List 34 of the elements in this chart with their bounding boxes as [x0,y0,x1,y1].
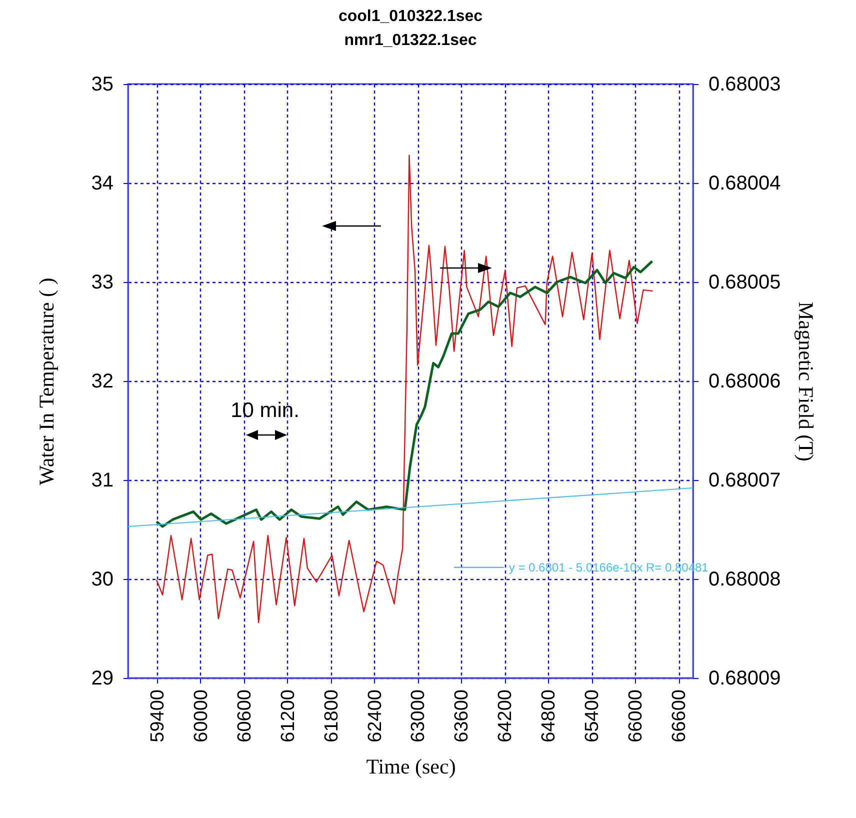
y-tick-label: 33 [91,272,114,294]
x-tick-label: 64800 [538,690,560,742]
line-series [155,260,654,528]
y2-tick-label: 0.68006 [708,370,781,392]
x-tick-label: 59400 [147,690,168,742]
x-tick-label: 64200 [495,690,516,742]
x-tick-label: 65400 [582,690,604,742]
y-tick-label: 29 [91,668,114,690]
y-tick-label: 35 [91,74,114,96]
y2-axis-title: Magnetic Field (T) [794,302,818,462]
x-tick-label: 66600 [669,690,690,742]
y2-tick-label: 0.68004 [708,172,781,194]
chart-title: cool1_010322.1sec [338,8,483,25]
x-tick-label: 61800 [321,690,342,742]
y2-tick-label: 0.68003 [708,74,781,96]
chart-subtitle: nmr1_01322.1sec [344,32,477,49]
y-tick-label: 32 [91,370,114,392]
y-tick-label: 31 [91,470,114,492]
x-tick-label: 63600 [452,690,473,742]
x-tick-label: 66000 [626,690,647,742]
y2-tick-label: 0.68008 [708,568,781,590]
x-tick-label: 63000 [408,690,430,742]
y2-tick-label: 0.68005 [708,272,781,294]
x-tick-label: 60000 [190,690,212,742]
x-tick-label: 60600 [234,690,256,742]
y-tick-label: 34 [91,172,114,194]
y2-tick-label: 0.68009 [708,668,781,690]
x-tick-label: 62400 [364,690,386,742]
x-axis-title: Time (sec) [366,754,456,778]
annotation: 10 min. [230,399,300,422]
y-tick-label: 30 [91,568,114,590]
y2-tick-label: 0.68007 [708,470,781,492]
x-tick-label: 61200 [278,690,299,742]
y-axis-title: Water In Temperature ( ) [34,278,58,486]
